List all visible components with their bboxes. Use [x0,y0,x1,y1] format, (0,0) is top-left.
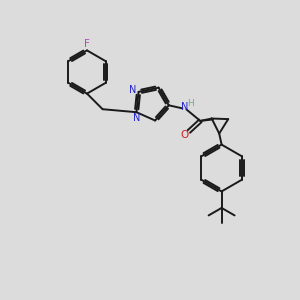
Text: O: O [180,130,188,140]
Text: N: N [133,112,140,123]
Text: N: N [130,85,137,95]
Text: H: H [187,99,194,108]
Text: N: N [181,102,189,112]
Text: F: F [84,39,90,49]
